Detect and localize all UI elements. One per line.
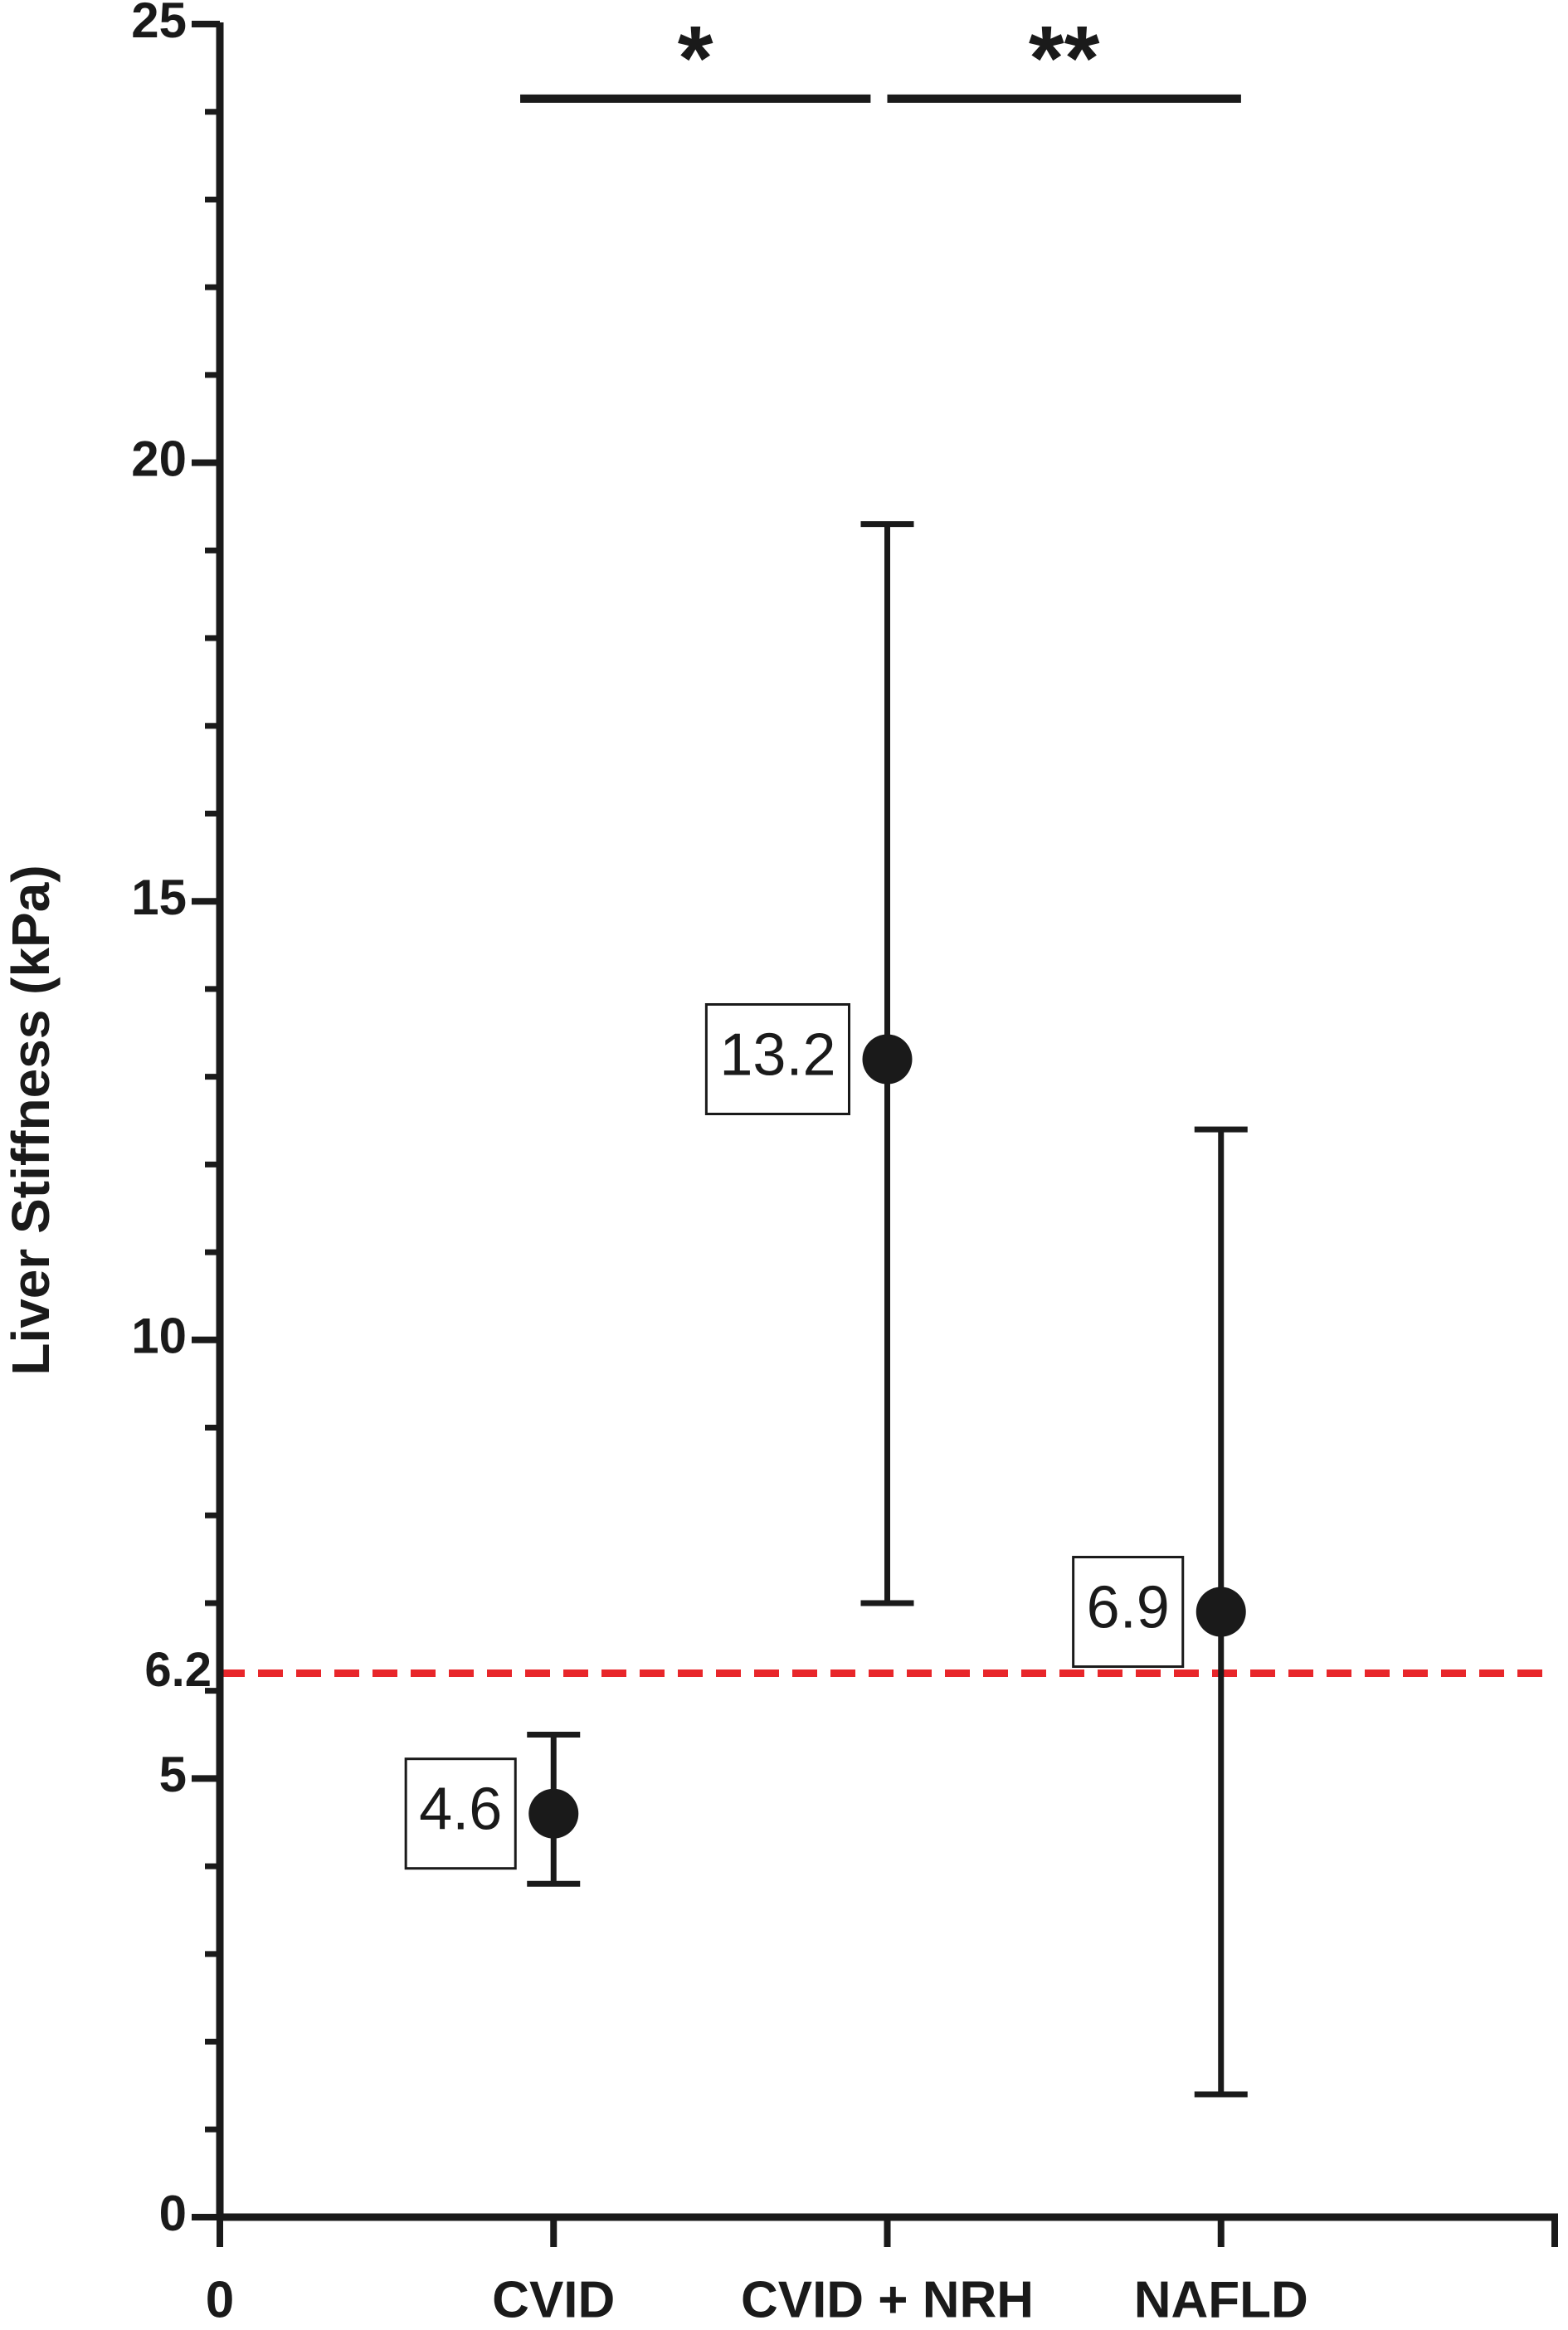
- point: [1195, 1587, 1246, 1637]
- y-tick-label: 20: [131, 431, 187, 486]
- point: [862, 1034, 913, 1085]
- x-tick-label: 0: [206, 2271, 234, 2328]
- value-label: 4.6: [419, 1777, 502, 1843]
- x-tick-label: NAFLD: [1134, 2271, 1308, 2328]
- value-label-box: [704, 1002, 850, 1115]
- value-label-box: [1072, 1556, 1185, 1669]
- y-tick-label: 25: [131, 0, 187, 48]
- point: [528, 1788, 579, 1839]
- significance-label: **: [1029, 7, 1100, 110]
- x-tick-label: CVID: [492, 2271, 615, 2328]
- value-label: 13.2: [719, 1022, 835, 1089]
- y-tick-label: 5: [159, 1747, 187, 1802]
- x-tick-label: CVID + NRH: [741, 2271, 1034, 2328]
- value-label: 6.9: [1087, 1575, 1170, 1641]
- reference-label: 6.2: [144, 1643, 212, 1697]
- y-tick-label: 0: [159, 2186, 187, 2241]
- value-label-box: [404, 1757, 517, 1870]
- y-axis-label: Liver Stiffness (kPa): [1, 865, 61, 1375]
- y-tick-label: 15: [131, 870, 187, 925]
- y-tick-label: 10: [131, 1309, 187, 1364]
- significance-label: *: [678, 7, 713, 110]
